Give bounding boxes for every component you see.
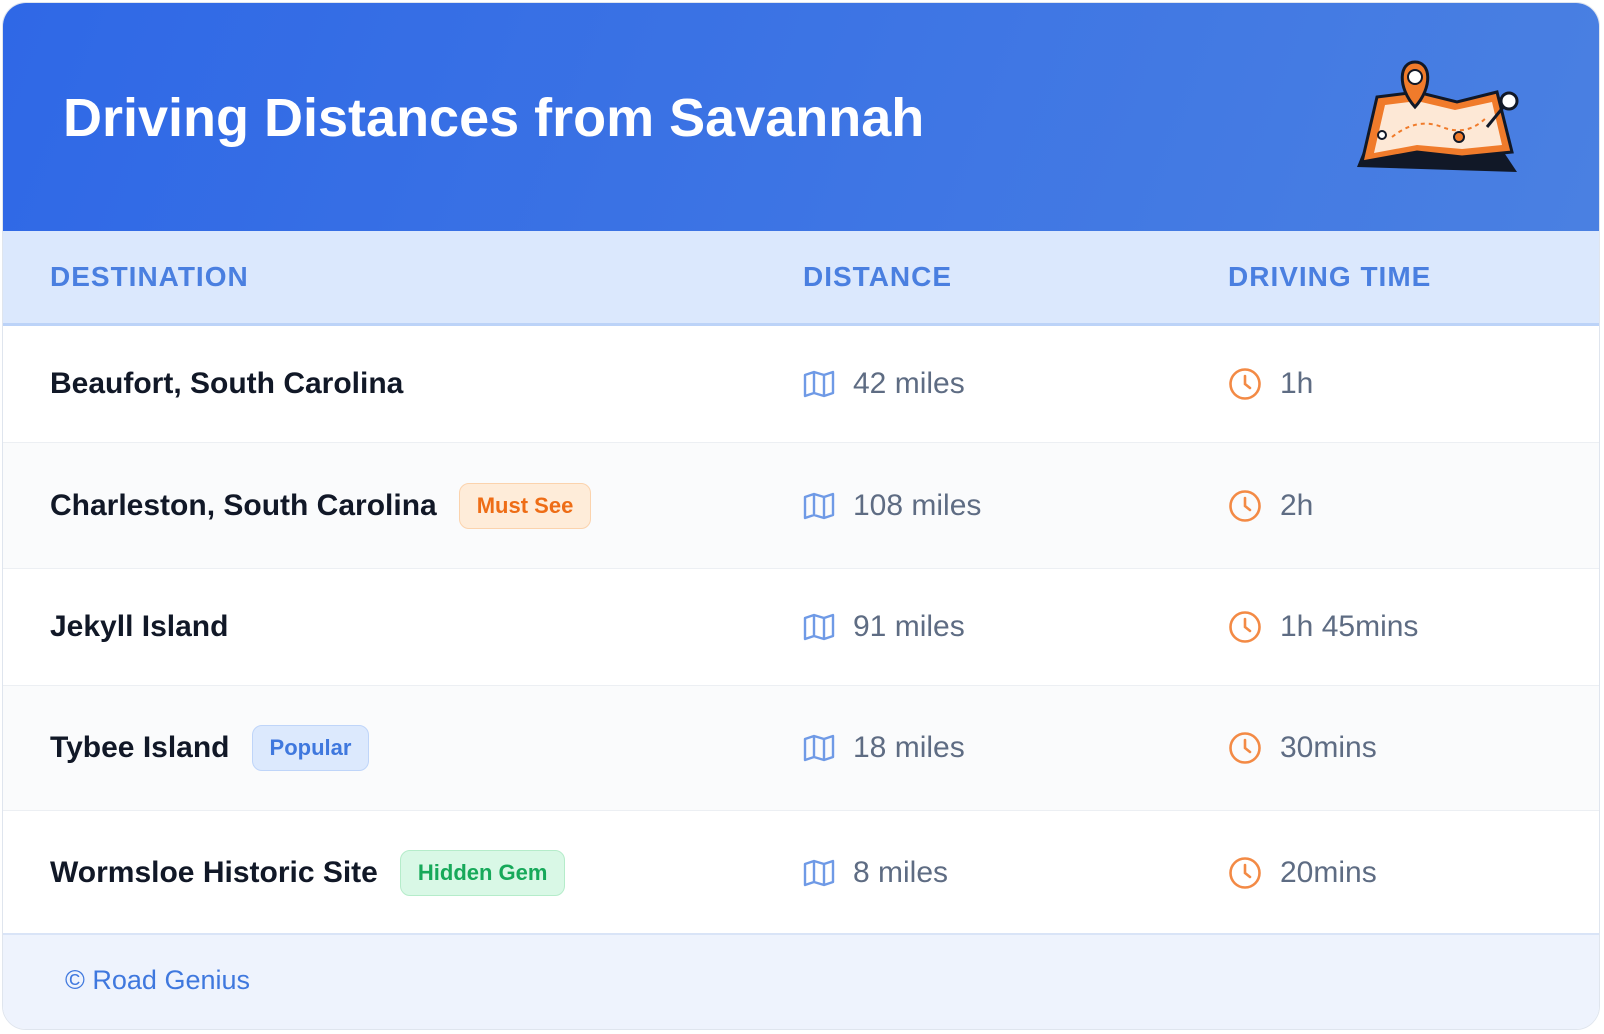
destination-cell: Charleston, South Carolina Must See (50, 482, 592, 529)
badge: Must See (458, 482, 592, 529)
distance-cell: 91 miles (803, 610, 965, 644)
clock-icon (1229, 732, 1261, 764)
table-row: Beaufort, South Carolina 42 miles 1h (3, 326, 1599, 443)
destination: Tybee Island (50, 731, 230, 764)
title: Driving Distances from Savannah (63, 88, 925, 148)
map-icon (803, 859, 835, 887)
clock-icon (1229, 489, 1261, 522)
column-title: DRIVING TIME (1228, 261, 1432, 292)
distance-cell: 42 miles (803, 367, 965, 401)
destination: Wormsloe Historic Site (50, 856, 378, 889)
map-icon (803, 613, 835, 641)
time-cell: 2h (1228, 489, 1313, 523)
map-icon (803, 492, 835, 519)
time-cell: 20mins (1228, 856, 1377, 890)
destination-cell: Jekyll Island (50, 610, 228, 644)
clock-icon (1229, 611, 1261, 643)
driving-time: 1h (1280, 367, 1314, 400)
time-cell: 30mins (1228, 731, 1377, 765)
driving-time: 2h (1280, 488, 1314, 522)
map-icon (803, 734, 835, 762)
destination: Jekyll Island (50, 610, 229, 643)
distance-cell: 18 miles (803, 731, 965, 765)
distance: 42 miles (853, 367, 965, 400)
driving-time: 20mins (1280, 856, 1377, 889)
distance: 91 miles (853, 610, 965, 643)
map-icon (803, 370, 835, 398)
footer-text: © Road Genius (65, 965, 250, 995)
footer: © Road Genius (3, 933, 1599, 1029)
table-body: Beaufort, South Carolina 42 miles 1h Charle… (3, 326, 1599, 936)
table-row: Wormsloe Historic Site Hidden Gem 8 miles 2… (3, 811, 1599, 936)
driving-time: 1h 45mins (1280, 610, 1419, 643)
distance: 8 miles (853, 856, 949, 889)
badge: Popular (251, 725, 370, 771)
time-cell: 1h (1228, 367, 1313, 401)
distance-cell: 108 miles (803, 489, 981, 523)
table-row: Charleston, South Carolina Must See 108 mi… (3, 443, 1599, 569)
clock-icon (1229, 368, 1261, 400)
header: Driving Distances from Savannah (3, 3, 1599, 231)
destination-cell: Beaufort, South Carolina (50, 367, 403, 401)
column-title: DESTINATION (50, 261, 249, 292)
time-cell: 1h 45mins (1228, 610, 1418, 644)
driving-time: 30mins (1280, 731, 1377, 764)
destination-cell: Tybee Island Popular (50, 725, 370, 771)
map-illustration (1357, 60, 1519, 172)
distance-cell: 8 miles (803, 856, 948, 890)
column-header: DESTINATION DISTANCE DRIVING TIME (3, 231, 1599, 326)
table-row: Jekyll Island 91 miles 1h 45mins (3, 569, 1599, 686)
clock-icon (1229, 857, 1261, 889)
table-row: Tybee Island Popular 18 miles 30mins (3, 686, 1599, 811)
destination: Beaufort, South Carolina (50, 367, 404, 400)
destination: Charleston, South Carolina (50, 488, 437, 522)
destination-cell: Wormsloe Historic Site Hidden Gem (50, 850, 566, 896)
distance: 18 miles (853, 731, 965, 764)
column-title: DISTANCE (803, 261, 953, 292)
distance: 108 miles (853, 488, 982, 522)
badge: Hidden Gem (399, 850, 566, 896)
